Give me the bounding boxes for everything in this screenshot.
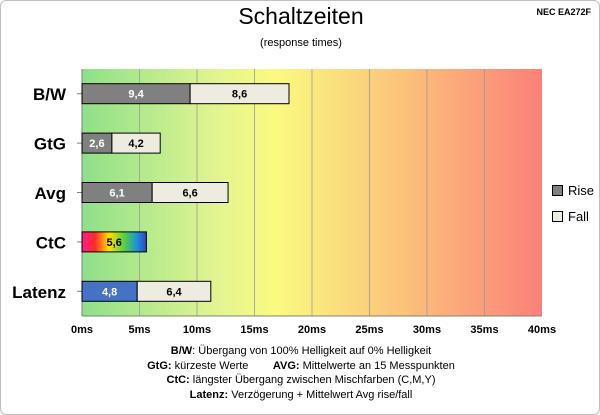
- note-bw: B/W: Übergang von 100% Helligkeit auf 0%…: [1, 344, 599, 359]
- chart-legend: Rise Fall: [552, 177, 594, 229]
- bar-latenz-main-label: 4,8: [102, 286, 117, 298]
- category-label-latenz: Latenz: [12, 283, 66, 302]
- note-latenz: Latenz: Verzögerung + Mittelwert Avg ris…: [1, 388, 599, 403]
- x-tick-label: 15ms: [240, 324, 268, 336]
- note-bw-key: B/W: [170, 345, 193, 357]
- bar-ctc-main: [81, 231, 147, 253]
- note-avg-key: AVG:: [272, 359, 300, 372]
- note-gtg-avg: GtG: kürzeste Werte AVG: Mittelwerte an …: [1, 359, 599, 374]
- bar-bw-fall-label: 8,6: [232, 89, 247, 101]
- legend-label-rise: Rise: [568, 182, 595, 198]
- legend-item-rise: Rise: [552, 177, 594, 203]
- bar-bw-fall: [189, 83, 290, 105]
- x-tick-label: 20ms: [298, 324, 326, 336]
- x-tick-label: 10ms: [183, 324, 211, 336]
- legend-item-fall: Fall: [552, 203, 594, 229]
- bar-bw-rise-label: 9,4: [128, 89, 144, 101]
- bar-latenz-fall: [136, 280, 212, 302]
- bar-ctc-main-label: 5,6: [107, 237, 122, 249]
- note-ctc: CtC: längster Übergang zwischen Mischfar…: [1, 373, 599, 388]
- note-gtg-text: kürzeste Werte: [171, 359, 249, 372]
- note-ctc-key: CtC:: [166, 374, 190, 386]
- category-label-ctc: CtC: [36, 233, 66, 252]
- note-latenz-key: Latenz:: [189, 388, 229, 401]
- note-gtg-key: GtG:: [147, 359, 172, 372]
- x-tick-label: 30ms: [413, 324, 441, 336]
- bar-gtg-rise-label: 2,6: [89, 138, 104, 150]
- bar-avg-fall: [151, 182, 229, 203]
- note-ctc-text: längster Übergang zwischen Mischfarben (…: [189, 374, 436, 386]
- x-tick-label: 5ms: [128, 324, 150, 336]
- x-tick-label: 35ms: [470, 324, 498, 336]
- bar-avg-fall-label: 6,6: [182, 188, 197, 200]
- category-label-bw: B/W: [33, 85, 67, 104]
- legend-swatch-fall: [552, 210, 563, 222]
- note-latenz-text: Verzögerung + Mittelwert Avg rise/fall: [228, 388, 413, 401]
- response-time-chart: 0ms 5ms 10ms 15ms 20ms 25ms 30ms 35ms 40ms B/W 9,4…: [12, 69, 556, 336]
- legend-label-fall: Fall: [568, 208, 589, 224]
- chart-subtitle: (response times): [260, 37, 342, 49]
- chart-title: Schaltzeiten: [238, 3, 364, 29]
- category-label-avg: Avg: [35, 184, 67, 203]
- footnotes: B/W: Übergang von 100% Helligkeit auf 0%…: [1, 344, 599, 403]
- x-tick-label: 25ms: [355, 324, 383, 336]
- x-tick-label: 40ms: [528, 324, 556, 336]
- bar-gtg-fall-label: 4,2: [128, 138, 143, 150]
- bar-latenz-fall-label: 6,4: [166, 286, 182, 298]
- monitor-model-label: NEC EA272F: [536, 7, 591, 17]
- bar-gtg-fall: [111, 132, 161, 154]
- note-avg-text: Mittelwerte an 15 Messpunkten: [299, 359, 455, 372]
- x-tick-label: 0ms: [71, 324, 93, 336]
- legend-swatch-rise: [552, 184, 563, 196]
- bar-avg-rise-label: 6,1: [109, 188, 124, 200]
- note-bw-text: : Übergang von 100% Helligkeit auf 0% He…: [192, 345, 432, 357]
- category-label-gtg: GtG: [34, 135, 66, 154]
